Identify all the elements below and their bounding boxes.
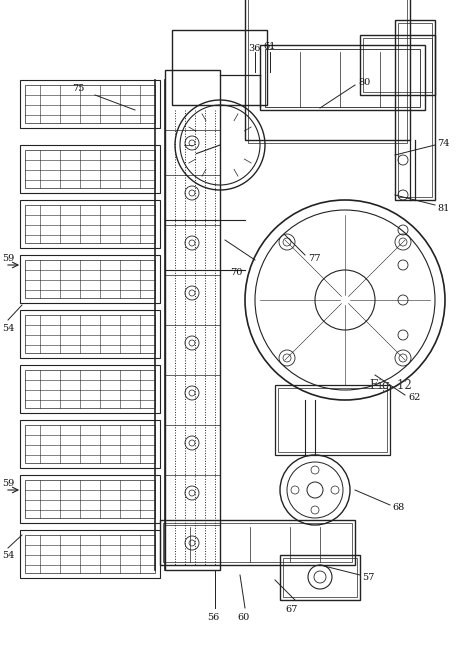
Bar [25,370,155,408]
Text: 57: 57 [362,572,374,581]
Bar [25,315,155,353]
Bar [25,480,155,518]
Text: 54: 54 [2,552,14,561]
Bar [20,530,160,578]
Bar [395,20,435,200]
Bar [275,385,390,455]
Text: 81: 81 [437,203,449,213]
Bar [360,35,435,95]
Bar [165,70,220,570]
Text: Fig. 12: Fig. 12 [370,379,412,391]
Text: 60: 60 [237,612,249,621]
Text: 56: 56 [207,612,219,621]
Bar [20,365,160,413]
Bar [260,45,425,110]
Bar [398,23,432,197]
Text: 59: 59 [2,479,14,488]
Text: 62: 62 [408,393,420,402]
Bar [160,520,355,565]
Text: 54: 54 [2,324,14,333]
Text: 61: 61 [263,41,275,50]
Text: 67: 67 [285,605,298,614]
Text: 70: 70 [230,267,242,276]
Text: 75: 75 [72,83,84,92]
Bar [363,38,432,92]
Bar [20,80,160,128]
Bar [172,30,267,105]
Bar [20,255,160,303]
Bar [245,0,410,140]
Text: 59: 59 [2,253,14,262]
Bar [283,558,357,597]
Bar [20,200,160,248]
Text: 68: 68 [392,503,404,512]
Bar [25,535,155,573]
Bar [20,475,160,523]
Bar [280,555,360,600]
Bar [25,85,155,123]
Text: 74: 74 [437,138,450,147]
Text: 80: 80 [358,78,370,87]
Bar [278,388,387,452]
Bar [163,523,352,562]
Text: 77: 77 [308,253,320,262]
Bar [25,150,155,188]
Bar [25,260,155,298]
Bar [20,145,160,193]
Bar [248,0,407,143]
Bar [20,420,160,468]
Bar [265,49,420,107]
Bar [25,425,155,463]
Bar [25,205,155,243]
Text: 36: 36 [248,43,260,52]
Bar [20,310,160,358]
